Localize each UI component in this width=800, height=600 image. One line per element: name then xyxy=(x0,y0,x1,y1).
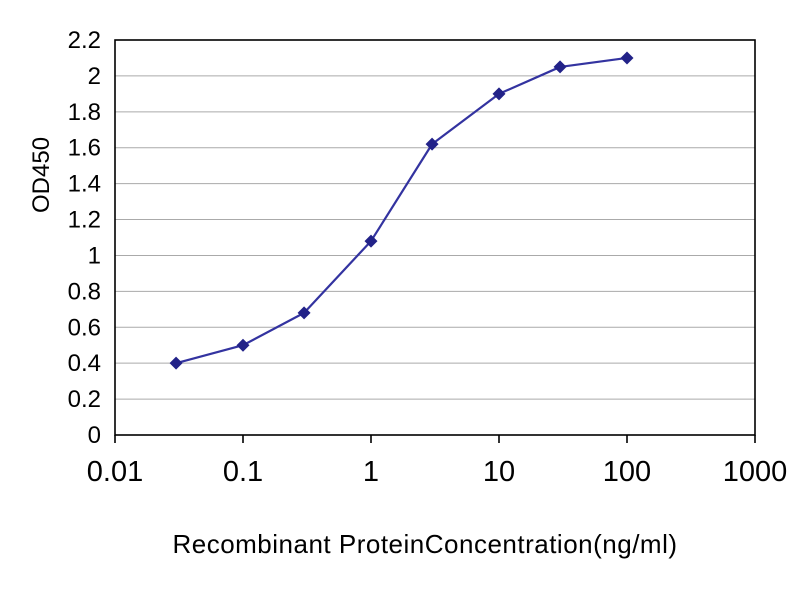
x-tick-label: 1000 xyxy=(723,456,788,488)
plot-border xyxy=(114,39,756,436)
data-point-marker xyxy=(492,87,506,101)
y-tick-label: 0.6 xyxy=(68,314,101,341)
data-point-marker xyxy=(236,338,250,352)
x-tick-label: 0.01 xyxy=(87,456,143,488)
x-axis-title: Recombinant ProteinConcentration(ng/ml) xyxy=(172,529,678,559)
y-tick-label: 2.2 xyxy=(68,27,101,54)
x-tick-label: 10 xyxy=(483,456,515,488)
data-point-marker xyxy=(425,137,439,151)
y-tick-label: 0.8 xyxy=(68,278,101,305)
x-tick-label: 100 xyxy=(603,456,651,488)
y-tick-label: 0 xyxy=(88,422,101,449)
y-tick-label: 0.4 xyxy=(68,350,101,377)
y-axis-title: OD450 xyxy=(28,136,55,213)
y-tick-label: 0.2 xyxy=(68,386,101,413)
data-point-marker xyxy=(297,306,311,320)
y-tick-label: 1 xyxy=(88,242,101,269)
y-tick-label: 1.6 xyxy=(68,135,101,162)
x-tick-label: 0.1 xyxy=(223,456,263,488)
data-point-marker xyxy=(620,51,634,65)
series-line xyxy=(175,56,628,365)
data-point-marker xyxy=(553,60,567,74)
y-tick-label: 1.2 xyxy=(68,207,101,234)
y-tick-label: 2 xyxy=(88,63,101,90)
x-tick-label: 1 xyxy=(363,456,379,488)
y-tick-label: 1.8 xyxy=(68,99,101,126)
y-tick-label: 1.4 xyxy=(68,171,101,198)
data-point-marker xyxy=(364,234,378,248)
data-point-marker xyxy=(169,356,183,370)
